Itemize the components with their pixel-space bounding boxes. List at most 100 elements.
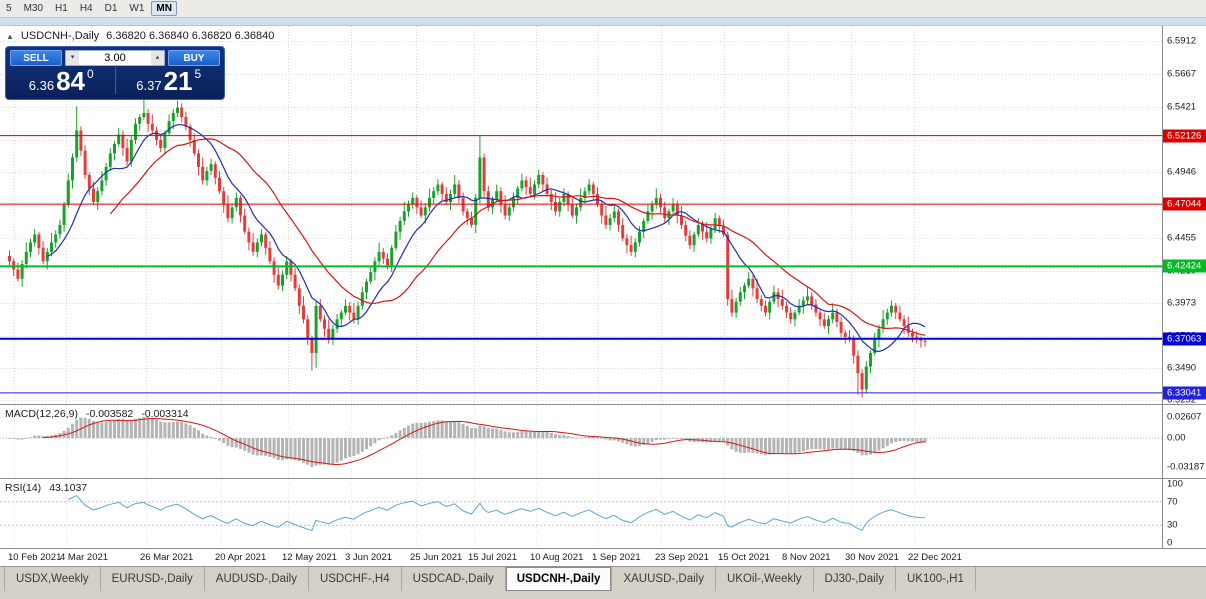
macd-histogram: [8, 417, 927, 467]
timeframe-button-h4[interactable]: H4: [75, 1, 98, 16]
price-chart-canvas[interactable]: [0, 26, 1162, 404]
time-axis: 10 Feb 2021 4 Mar 2021 26 Mar 2021 20 Apr 2…: [0, 548, 1206, 566]
price-tag: 6.42424: [1163, 259, 1206, 273]
macd-header: MACD(12,26,9) -0.003582 -0.003314: [5, 408, 189, 420]
sell-price-small: 6.36: [28, 78, 55, 93]
sell-price-big: 84: [56, 66, 86, 96]
date-label: 15 Oct 2021: [718, 552, 770, 563]
macd-signal-value: -0.003314: [141, 408, 189, 420]
date-label: 22 Dec 2021: [908, 552, 962, 563]
timeframe-button-w1[interactable]: W1: [124, 1, 149, 16]
chart-tab-xauusd-daily[interactable]: XAUUSD-,Daily: [612, 567, 716, 591]
chart-ohlc-values: 6.36820 6.36840 6.36820 6.36840: [106, 30, 275, 42]
date-label: 4 Mar 2021: [60, 552, 109, 563]
buy-price-small: 6.37: [136, 78, 162, 93]
rsi-axis: 100 70 30 0: [1162, 478, 1206, 549]
macd-canvas[interactable]: [0, 405, 1162, 478]
price-tick-label: 6.3490: [1167, 362, 1197, 374]
rsi-scale-label: 100: [1167, 478, 1183, 490]
timeframe-button-m30[interactable]: M30: [19, 1, 48, 16]
price-divider: [114, 67, 116, 94]
volume-control: ▾ 3.00 ▴: [65, 50, 165, 66]
chart-shift-marker-icon: ▲: [6, 31, 14, 41]
rsi-header: RSI(14) 43.1037: [5, 482, 87, 494]
rsi-canvas[interactable]: [0, 479, 1162, 548]
date-label: 1 Sep 2021: [592, 552, 641, 563]
price-chart-panel: 6.59126.56676.54216.51766.49466.47016.44…: [0, 26, 1206, 406]
date-label: 15 Jul 2021: [468, 552, 518, 563]
chart-scroll-strip[interactable]: [0, 18, 1206, 26]
volume-decrease-button[interactable]: ▾: [66, 51, 79, 65]
chart-tab-dj30-daily[interactable]: DJ30-,Daily: [814, 567, 896, 591]
chart-tab-usdx-weekly[interactable]: USDX,Weekly: [4, 567, 101, 591]
sell-price-display[interactable]: 6.36 84 0: [10, 67, 113, 94]
buy-price-sup: 5: [194, 67, 202, 81]
chart-symbol-period: USDCNH-,Daily: [20, 30, 100, 42]
macd-main-value: -0.003582: [85, 408, 134, 420]
price-tag: 6.37063: [1163, 332, 1206, 346]
buy-button[interactable]: BUY: [168, 50, 220, 66]
chart-tab-uk100-h1[interactable]: UK100-,H1: [896, 567, 976, 591]
rsi-scale-label: 0: [1167, 537, 1173, 549]
date-label: 8 Nov 2021: [782, 552, 831, 563]
date-label: 12 May 2021: [282, 552, 337, 563]
sell-price-sup: 0: [87, 67, 94, 81]
chart-tab-eurusd-daily[interactable]: EURUSD-,Daily: [101, 567, 205, 591]
timeframe-button-5[interactable]: 5: [1, 1, 17, 16]
candles-layer: [8, 99, 927, 398]
sell-button[interactable]: SELL: [10, 50, 62, 66]
chart-title: ▲ USDCNH-,Daily 6.36820 6.36840 6.36820 …: [6, 30, 274, 42]
macd-name: MACD(12,26,9): [5, 408, 78, 420]
rsi-line: [68, 494, 926, 531]
macd-signal-line: [43, 417, 926, 466]
macd-axis: 0.02607 0.00 -0.03187: [1162, 405, 1206, 478]
price-tag: 6.47044: [1163, 197, 1206, 211]
macd-scale-label: -0.03187: [1167, 461, 1205, 473]
macd-scale-label: 0.02607: [1167, 411, 1202, 423]
price-tick-label: 6.5912: [1167, 35, 1197, 47]
price-tick-label: 6.5421: [1167, 101, 1197, 113]
level-lines-layer: [0, 135, 1162, 394]
chart-tab-usdchf-h4[interactable]: USDCHF-,H4: [309, 567, 402, 591]
date-label: 30 Nov 2021: [845, 552, 899, 563]
price-tick-label: 6.5667: [1167, 68, 1197, 80]
date-label: 23 Sep 2021: [655, 552, 709, 563]
timeframe-toolbar: 5 M30 H1 H4 D1 W1 MN: [0, 0, 1206, 18]
date-label: 10 Aug 2021: [530, 552, 584, 563]
price-tag: 6.52126: [1163, 129, 1206, 143]
chart-tab-usdcnh-daily[interactable]: USDCNH-,Daily: [505, 567, 613, 591]
price-tick-label: 6.4946: [1167, 166, 1197, 177]
one-click-trading-panel: SELL ▾ 3.00 ▴ BUY 6.36 84 0 6.37 21 5: [5, 46, 225, 100]
status-bar: [0, 591, 1206, 599]
volume-input[interactable]: 3.00: [104, 52, 126, 64]
date-label: 10 Feb 2021: [8, 552, 62, 563]
chart-tab-audusd-daily[interactable]: AUDUSD-,Daily: [205, 567, 309, 591]
price-tick-label: 6.4455: [1167, 232, 1197, 244]
buy-price-display[interactable]: 6.37 21 5: [118, 67, 221, 94]
ma-slow-line: [109, 138, 926, 336]
volume-increase-button[interactable]: ▴: [151, 51, 164, 65]
price-axis: 6.59126.56676.54216.51766.49466.47016.44…: [1162, 26, 1206, 406]
rsi-scale-label: 70: [1167, 496, 1178, 508]
rsi-panel: 100 70 30 0 RSI(14) 43.1037: [0, 478, 1206, 549]
macd-scale-label: 0.00: [1167, 432, 1186, 444]
rsi-name: RSI(14): [5, 482, 42, 494]
date-label: 3 Jun 2021: [345, 552, 393, 563]
timeframe-button-d1[interactable]: D1: [100, 1, 123, 16]
timeframe-button-mn[interactable]: MN: [151, 1, 177, 16]
timeframe-button-h1[interactable]: H1: [50, 1, 73, 16]
price-tag: 6.33041: [1163, 386, 1206, 400]
buy-price-big: 21: [163, 66, 193, 96]
chart-tab-usdcad-daily[interactable]: USDCAD-,Daily: [402, 567, 506, 591]
macd-panel: 0.02607 0.00 -0.03187 MACD(12,26,9) -0.003…: [0, 404, 1206, 478]
chart-tab-ukoil-weekly[interactable]: UKOil-,Weekly: [716, 567, 814, 591]
rsi-scale-label: 30: [1167, 519, 1178, 531]
rsi-grid-layer: [0, 479, 1162, 548]
date-label: 20 Apr 2021: [215, 552, 267, 563]
date-label: 26 Mar 2021: [140, 552, 194, 563]
rsi-value: 43.1037: [49, 482, 88, 494]
price-tick-label: 6.3252: [1167, 394, 1197, 406]
date-label: 25 Jun 2021: [410, 552, 463, 563]
ma-fast-line: [47, 124, 926, 353]
chart-tabs-bar: USDX,Weekly EURUSD-,Daily AUDUSD-,Daily USD…: [0, 566, 1206, 591]
